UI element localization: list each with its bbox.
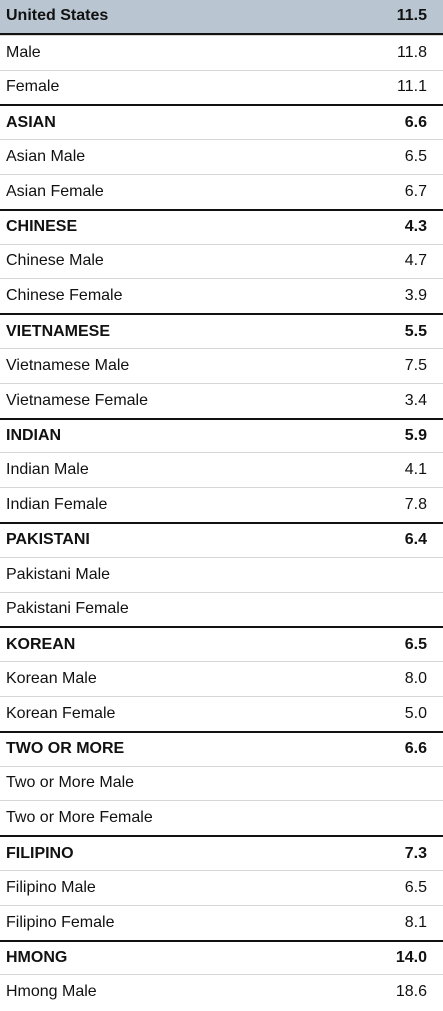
row-label: Hmong Male bbox=[6, 983, 97, 1001]
row-label: CHINESE bbox=[6, 218, 78, 236]
row-label: Vietnamese Male bbox=[6, 356, 130, 374]
row-label: ASIAN bbox=[6, 113, 56, 131]
row-value: 6.5 bbox=[404, 635, 427, 653]
row-label: United States bbox=[6, 7, 109, 25]
row-label: Asian Male bbox=[6, 148, 86, 166]
row-label: FILIPINO bbox=[6, 844, 74, 862]
row-label: Filipino Male bbox=[6, 878, 96, 896]
row-label: Indian Female bbox=[6, 496, 108, 514]
row-label: Chinese Female bbox=[6, 287, 123, 305]
group-header-row: VIETNAMESE 5.5 bbox=[0, 313, 443, 348]
row-value: 6.4 bbox=[404, 531, 427, 549]
table-row: Korean Male 8.0 bbox=[0, 661, 443, 696]
row-label: Filipino Female bbox=[6, 913, 115, 931]
group-header-row: TWO OR MORE 6.6 bbox=[0, 730, 443, 766]
table-row: Filipino Female 8.1 bbox=[0, 904, 443, 940]
table-row: Filipino Male 6.5 bbox=[0, 870, 443, 905]
row-value: 4.7 bbox=[404, 252, 427, 270]
table-row: Asian Female 6.7 bbox=[0, 174, 443, 209]
row-value: 8.1 bbox=[404, 913, 427, 931]
row-value: 5.5 bbox=[404, 322, 427, 340]
row-value: 6.6 bbox=[404, 740, 427, 758]
table-row: Chinese Female 3.9 bbox=[0, 278, 443, 313]
row-label: Korean Male bbox=[6, 670, 97, 688]
row-value: 6.6 bbox=[404, 113, 427, 131]
group-header-row: CHINESE 4.3 bbox=[0, 208, 443, 244]
row-value: 11.8 bbox=[397, 43, 427, 61]
row-label: Female bbox=[6, 78, 60, 96]
row-value: 4.1 bbox=[404, 461, 427, 479]
row-value: 6.7 bbox=[404, 182, 427, 200]
table-row: Two or More Female bbox=[0, 800, 443, 835]
row-label: Pakistani Male bbox=[6, 565, 111, 583]
row-label: Pakistani Female bbox=[6, 600, 129, 618]
row-label: Chinese Male bbox=[6, 252, 104, 270]
group-header-row: ASIAN 6.6 bbox=[0, 104, 443, 139]
row-value: 5.0 bbox=[404, 704, 427, 722]
row-value: 11.5 bbox=[396, 7, 427, 25]
table-row: Korean Female 5.0 bbox=[0, 696, 443, 731]
row-label: Asian Female bbox=[6, 182, 104, 200]
row-value: 3.4 bbox=[404, 391, 427, 409]
table-row: Hmong Male 18.6 bbox=[0, 974, 443, 1009]
row-label: Korean Female bbox=[6, 704, 116, 722]
table-row: Indian Female 7.8 bbox=[0, 487, 443, 522]
row-value: 4.3 bbox=[404, 218, 427, 236]
row-label: HMONG bbox=[6, 948, 68, 966]
group-header-row: FILIPINO 7.3 bbox=[0, 835, 443, 870]
row-value: 5.9 bbox=[404, 426, 427, 444]
row-label: PAKISTANI bbox=[6, 531, 90, 549]
row-label: TWO OR MORE bbox=[6, 740, 125, 758]
group-header-row: United States 11.5 bbox=[0, 0, 443, 35]
row-label: Two or More Male bbox=[6, 774, 135, 792]
group-header-row: INDIAN 5.9 bbox=[0, 417, 443, 453]
row-value: 7.8 bbox=[404, 496, 427, 514]
row-label: VIETNAMESE bbox=[6, 322, 111, 340]
row-value: 6.5 bbox=[404, 878, 427, 896]
table-row: Chinese Male 4.7 bbox=[0, 243, 443, 279]
table-row: Vietnamese Male 7.5 bbox=[0, 348, 443, 383]
table-row: Female 11.1 bbox=[0, 69, 443, 105]
group-header-row: PAKISTANI 6.4 bbox=[0, 522, 443, 557]
row-value: 11.1 bbox=[397, 78, 427, 96]
row-value: 7.3 bbox=[404, 844, 427, 862]
table-row: Male 11.8 bbox=[0, 34, 443, 70]
row-value: 14.0 bbox=[395, 948, 427, 966]
table-row: Pakistani Female bbox=[0, 591, 443, 627]
table-row: Vietnamese Female 3.4 bbox=[0, 382, 443, 418]
row-value: 8.0 bbox=[404, 670, 427, 688]
group-header-row: HMONG 14.0 bbox=[0, 939, 443, 975]
group-header-row: KOREAN 6.5 bbox=[0, 626, 443, 661]
row-label: Indian Male bbox=[6, 461, 89, 479]
row-value: 18.6 bbox=[395, 983, 427, 1001]
table-row: Pakistani Male bbox=[0, 556, 443, 592]
row-value: 3.9 bbox=[404, 287, 427, 305]
row-label: KOREAN bbox=[6, 635, 76, 653]
row-value: 6.5 bbox=[404, 148, 427, 166]
row-label: Two or More Female bbox=[6, 809, 153, 827]
table-row: Indian Male 4.1 bbox=[0, 452, 443, 487]
table-row: Two or More Male bbox=[0, 765, 443, 801]
row-label: Male bbox=[6, 43, 41, 61]
row-label: INDIAN bbox=[6, 426, 62, 444]
row-label: Vietnamese Female bbox=[6, 391, 148, 409]
table-row: Asian Male 6.5 bbox=[0, 139, 443, 174]
row-value: 7.5 bbox=[404, 356, 427, 374]
